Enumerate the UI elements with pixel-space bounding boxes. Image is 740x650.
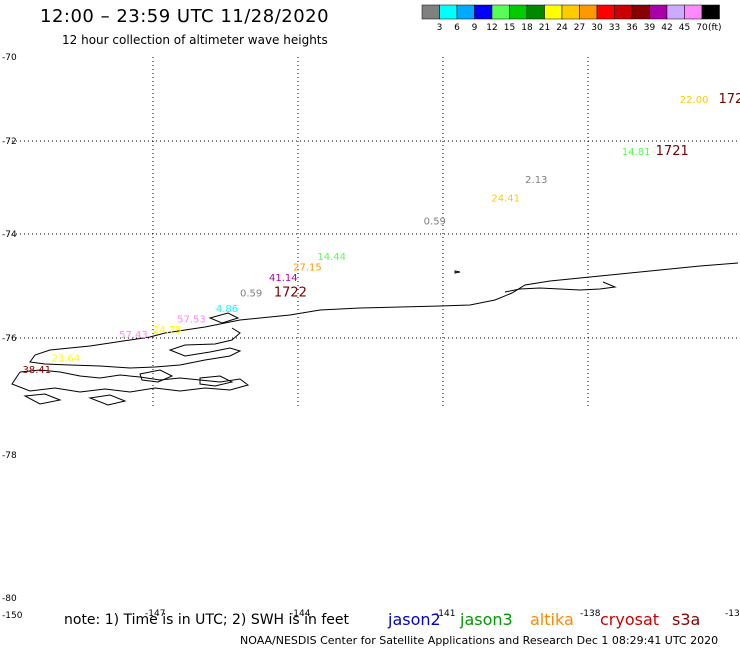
colorbar-label: 70 bbox=[696, 23, 708, 33]
island-outline bbox=[23, 393, 62, 405]
wave-height-label: 41.14 bbox=[269, 273, 298, 284]
grid-lines bbox=[8, 57, 738, 408]
x-tick-label: -135 bbox=[725, 609, 740, 619]
colorbar-label: 27 bbox=[574, 23, 585, 33]
y-tick-label: -72 bbox=[2, 137, 17, 147]
colorbar-swatch bbox=[544, 4, 563, 20]
colorbar-label: 21 bbox=[539, 23, 550, 33]
colorbar-swatch bbox=[631, 4, 650, 20]
footer-credit: NOAA/NESDIS Center for Satellite Applica… bbox=[240, 634, 719, 647]
colorbar-label: 3 bbox=[437, 23, 443, 33]
mission-legend-item: jason2 bbox=[388, 610, 441, 629]
colorbar-swatch bbox=[421, 4, 440, 20]
pass-number-label: 1720 bbox=[719, 92, 740, 107]
chart-title: 12:00 – 23:59 UTC 11/28/2020 bbox=[40, 6, 330, 27]
wave-height-label: 38.41 bbox=[23, 365, 52, 376]
island-outline bbox=[88, 394, 127, 406]
colorbar-label: 33 bbox=[609, 23, 620, 33]
colorbar-swatch bbox=[526, 4, 545, 20]
y-tick-label: -80 bbox=[2, 594, 17, 604]
x-tick-label: -141 bbox=[435, 609, 455, 619]
wave-height-label: 57.43 bbox=[119, 330, 148, 341]
wave-height-label: 22.00 bbox=[680, 95, 709, 106]
colorbar-label: 36 bbox=[626, 23, 638, 33]
colorbar: 3 6 9 12 15 18 21 24 27 30 33 36 39 42 45 70 (ft) bbox=[421, 4, 722, 33]
y-tick-label: -74 bbox=[2, 230, 17, 240]
colorbar-swatch bbox=[474, 4, 493, 20]
island-outline bbox=[454, 270, 461, 274]
colorbar-swatch bbox=[596, 4, 615, 20]
colorbar-swatch bbox=[649, 4, 668, 20]
pass-number-label: 1722 bbox=[274, 285, 307, 300]
colorbar-swatch bbox=[666, 4, 685, 20]
colorbar-swatch bbox=[614, 4, 633, 20]
colorbar-label: 39 bbox=[644, 23, 656, 33]
wave-height-label: 24.41 bbox=[491, 193, 520, 204]
wave-height-label: 24.75 bbox=[153, 325, 182, 336]
wave-height-label: 27.15 bbox=[293, 262, 322, 273]
x-tick-label: -150 bbox=[2, 611, 23, 621]
wave-height-label: 14.81 bbox=[622, 147, 651, 158]
colorbar-swatch bbox=[456, 4, 475, 20]
colorbar-label: 9 bbox=[472, 23, 478, 33]
wave-height-label: 0.59 bbox=[240, 288, 262, 299]
colorbar-label: 18 bbox=[521, 23, 533, 33]
colorbar-label: 42 bbox=[661, 23, 672, 33]
mission-legend-item: s3a bbox=[672, 610, 701, 629]
x-tick-label: -147 bbox=[145, 609, 165, 619]
mission-legend-item: jason3 bbox=[460, 610, 513, 629]
wave-height-label: 2.13 bbox=[525, 175, 547, 186]
coastline bbox=[11, 262, 739, 406]
island-outline bbox=[208, 312, 240, 324]
chart-subtitle: 12 hour collection of altimeter wave hei… bbox=[62, 33, 328, 47]
colorbar-label: 24 bbox=[556, 23, 568, 33]
colorbar-label: 45 bbox=[679, 23, 690, 33]
wave-height-label: 57.53 bbox=[177, 314, 206, 325]
x-tick-label: -144 bbox=[290, 609, 311, 619]
mission-legend-item: cryosat bbox=[600, 610, 660, 629]
x-tick-label: -138 bbox=[580, 609, 601, 619]
antarctic-coastline bbox=[29, 262, 739, 369]
colorbar-swatch bbox=[579, 4, 598, 20]
ice-shelf-edge bbox=[504, 281, 617, 293]
island-outline bbox=[139, 369, 174, 383]
axis-ticks: -70 -72 -74 -76 -78 -80 -150 -147 -144 -141 -138 -1… bbox=[2, 53, 740, 621]
island-outline bbox=[199, 375, 234, 387]
colorbar-swatch bbox=[701, 4, 720, 20]
pass-labels: 1720 1721 1722 bbox=[274, 92, 740, 300]
colorbar-swatch bbox=[439, 4, 458, 20]
wave-height-label: 23.64 bbox=[52, 353, 81, 364]
y-tick-label: -76 bbox=[2, 334, 17, 344]
colorbar-unit: (ft) bbox=[708, 23, 722, 33]
pass-number-label: 1721 bbox=[656, 144, 689, 159]
colorbar-swatch bbox=[509, 4, 528, 20]
footer-note: note: 1) Time is in UTC; 2) SWH is in fe… bbox=[64, 612, 350, 628]
colorbar-label: 6 bbox=[454, 23, 460, 33]
colorbar-swatch bbox=[491, 4, 510, 20]
y-tick-label: -70 bbox=[2, 53, 17, 63]
colorbar-label: 12 bbox=[486, 23, 497, 33]
wave-height-label: 14.44 bbox=[317, 252, 346, 263]
wave-height-label: 0.59 bbox=[424, 217, 446, 228]
colorbar-label: 30 bbox=[591, 23, 603, 33]
y-tick-label: -78 bbox=[2, 451, 17, 461]
mission-legend-item: altika bbox=[530, 610, 574, 629]
colorbar-swatch bbox=[561, 4, 580, 20]
island-outline bbox=[11, 369, 250, 393]
wave-height-label: 4.86 bbox=[216, 304, 238, 315]
colorbar-swatch bbox=[684, 4, 703, 20]
colorbar-label: 15 bbox=[504, 23, 515, 33]
